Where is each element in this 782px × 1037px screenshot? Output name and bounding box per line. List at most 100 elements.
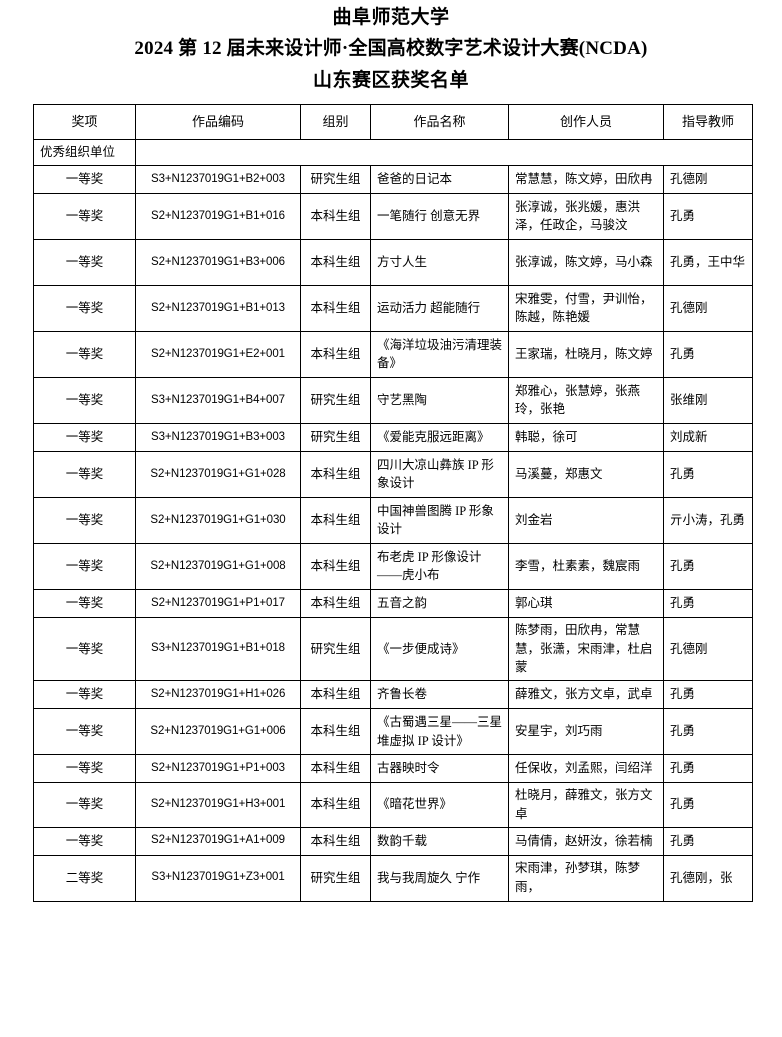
cell-award: 一等奖 [33, 496, 136, 544]
cell-authors: 杜晓月，薛雅文，张方文卓 [508, 782, 664, 828]
cell-teacher: 孔勇 [663, 330, 753, 378]
cell-teacher: 孔勇 [663, 680, 753, 709]
cell-award: 一等奖 [33, 450, 136, 498]
cell-group: 本科生组 [300, 680, 371, 709]
cell-group: 本科生组 [300, 284, 371, 332]
column-header-authors: 创作人员 [508, 104, 664, 140]
cell-teacher: 刘成新 [663, 422, 753, 452]
cell-authors: 任保收，刘孟熙，闫绍洋 [508, 754, 664, 783]
cell-group: 研究生组 [300, 376, 371, 424]
cell-work: 爸爸的日记本 [370, 164, 509, 194]
cell-authors: 宋雅雯，付雪，尹训怡，陈越，陈艳媛 [508, 284, 664, 332]
cell-group: 本科生组 [300, 754, 371, 783]
cell-authors: 张淳诚，陈文婷，马小森 [508, 238, 664, 286]
cell-award: 一等奖 [33, 754, 136, 783]
table-row: 一等奖 S2+N1237019G1+H3+001 本科生组 《暗花世界》 杜晓月，薛雅文… [33, 782, 753, 828]
cell-authors: 马倩倩，赵妍汝，徐若楠 [508, 826, 664, 856]
cell-work: 中国神兽图腾 IP 形象设计 [370, 496, 509, 544]
cell-teacher: 孔勇，王中华 [663, 238, 753, 286]
cell-code: S2+N1237019G1+G1+028 [135, 450, 301, 498]
table-row: 一等奖 S2+N1237019G1+B3+006 本科生组 方寸人生 张淳诚，陈文婷，马… [33, 238, 753, 286]
cell-work: 《古蜀遇三星——三星堆虚拟 IP 设计》 [370, 708, 509, 755]
page-title-university: 曲阜师范大学 [332, 7, 450, 28]
page-title-competition: 2024 第 12 届未来设计师·全国高校数字艺术设计大赛(NCDA) [134, 38, 648, 59]
cell-teacher: 孔勇 [663, 192, 753, 240]
cell-authors: 薛雅文，张方文卓，武卓 [508, 680, 664, 709]
cell-work: 守艺黑陶 [370, 376, 509, 424]
cell-authors: 韩聪，徐可 [508, 422, 664, 452]
cell-authors: 马溪蔓，郑惠文 [508, 450, 664, 498]
cell-code: S2+N1237019G1+H3+001 [135, 782, 301, 828]
cell-award: 一等奖 [33, 616, 136, 682]
cell-award: 一等奖 [33, 284, 136, 332]
table-row: 一等奖 S3+N1237019G1+B3+003 研究生组 《爱能克服远距离》 韩聪，徐… [33, 422, 753, 452]
cell-teacher: 孔德刚 [663, 164, 753, 194]
award-table-container: 奖项 作品编码 组别 作品名称 创作人员 指导教师 优秀组织单位 一等奖 S3+N… [0, 104, 782, 902]
cell-authors: 安星宇，刘巧雨 [508, 708, 664, 755]
cell-code: S2+N1237019G1+B3+006 [135, 238, 301, 286]
cell-authors: 刘金岩 [508, 496, 664, 544]
table-row: 一等奖 S2+N1237019G1+H1+026 本科生组 齐鲁长卷 薛雅文，张方文卓，… [33, 680, 753, 709]
cell-code: S3+N1237019G1+B4+007 [135, 376, 301, 424]
cell-code: S2+N1237019G1+A1+009 [135, 826, 301, 856]
table-row: 一等奖 S2+N1237019G1+B1+013 本科生组 运动活力 超能随行 宋雅雯，… [33, 284, 753, 332]
column-header-work: 作品名称 [370, 104, 509, 140]
table-row: 二等奖 S3+N1237019G1+Z3+001 研究生组 我与我周旋久 宁作 宋雨津，… [33, 854, 753, 902]
cell-award: 一等奖 [33, 826, 136, 856]
table-row: 一等奖 S3+N1237019G1+B4+007 研究生组 守艺黑陶 郑雅心，张慧婷，张… [33, 376, 753, 424]
cell-code: S3+N1237019G1+B2+003 [135, 164, 301, 194]
cell-award: 一等奖 [33, 330, 136, 378]
cell-group: 本科生组 [300, 450, 371, 498]
cell-code: S2+N1237019G1+H1+026 [135, 680, 301, 709]
cell-teacher: 孔德刚 [663, 616, 753, 682]
document-header: 曲阜师范大学 2024 第 12 届未来设计师·全国高校数字艺术设计大赛(NCD… [0, 0, 782, 90]
table-body: 优秀组织单位 一等奖 S3+N1237019G1+B2+003 研究生组 爸爸的日记本… [33, 139, 753, 902]
cell-award: 一等奖 [33, 542, 136, 590]
cell-group: 研究生组 [300, 422, 371, 452]
cell-teacher: 孔勇 [663, 588, 753, 618]
cell-award: 二等奖 [33, 854, 136, 902]
cell-award: 一等奖 [33, 782, 136, 828]
cell-teacher: 孔勇 [663, 542, 753, 590]
cell-teacher: 孔勇 [663, 450, 753, 498]
cell-teacher: 孔勇 [663, 782, 753, 828]
cell-code: S2+N1237019G1+E2+001 [135, 330, 301, 378]
table-row: 一等奖 S3+N1237019G1+B2+003 研究生组 爸爸的日记本 常慧慧，陈文婷… [33, 164, 753, 194]
cell-authors: 郭心琪 [508, 588, 664, 618]
cell-code: S3+N1237019G1+B3+003 [135, 422, 301, 452]
cell-code: S3+N1237019G1+Z3+001 [135, 854, 301, 902]
cell-teacher: 孔德刚 [663, 284, 753, 332]
cell-authors: 宋雨津，孙梦琪，陈梦雨， [508, 854, 664, 902]
table-row: 一等奖 S2+N1237019G1+P1+003 本科生组 古器映时令 任保收，刘孟熙，… [33, 754, 753, 783]
cell-authors: 张淳诚，张兆媛，惠洪泽，任政企，马骏汶 [508, 192, 664, 240]
cell-code: S2+N1237019G1+P1+017 [135, 588, 301, 618]
cell-code: S2+N1237019G1+G1+006 [135, 708, 301, 755]
cell-award: 一等奖 [33, 192, 136, 240]
cell-authors: 常慧慧，陈文婷，田欣冉 [508, 164, 664, 194]
cell-group: 本科生组 [300, 782, 371, 828]
cell-teacher: 孔勇 [663, 708, 753, 755]
column-header-code: 作品编码 [135, 104, 301, 140]
cell-teacher: 张维刚 [663, 376, 753, 424]
cell-award: 一等奖 [33, 708, 136, 755]
org-section-row: 优秀组织单位 [33, 139, 753, 166]
cell-teacher: 孔勇 [663, 754, 753, 783]
cell-teacher: 亓小涛，孔勇 [663, 496, 753, 544]
cell-authors: 陈梦雨，田欣冉，常慧慧，张潇，宋雨津，杜启蒙 [508, 616, 664, 682]
cell-work: 方寸人生 [370, 238, 509, 286]
cell-award: 一等奖 [33, 376, 136, 424]
cell-award: 一等奖 [33, 588, 136, 618]
table-header-row: 奖项 作品编码 组别 作品名称 创作人员 指导教师 [33, 104, 753, 140]
org-section-label: 优秀组织单位 [33, 139, 136, 166]
cell-group: 本科生组 [300, 496, 371, 544]
cell-group: 研究生组 [300, 616, 371, 682]
cell-award: 一等奖 [33, 164, 136, 194]
cell-work: 《暗花世界》 [370, 782, 509, 828]
table-row: 一等奖 S2+N1237019G1+E2+001 本科生组 《海洋垃圾油污清理装备》王… [33, 330, 753, 378]
cell-work: 四川大凉山彝族 IP 形象设计 [370, 450, 509, 498]
table-row: 一等奖 S2+N1237019G1+A1+009 本科生组 数韵千载 马倩倩，赵妍汝，徐… [33, 826, 753, 856]
table-row: 一等奖 S2+N1237019G1+B1+016 本科生组 一笔随行 创意无界 张淳诚，… [33, 192, 753, 240]
table-row: 一等奖 S2+N1237019G1+P1+017 本科生组 五音之韵 郭心琪 孔勇 [33, 588, 753, 618]
column-header-teacher: 指导教师 [663, 104, 753, 140]
